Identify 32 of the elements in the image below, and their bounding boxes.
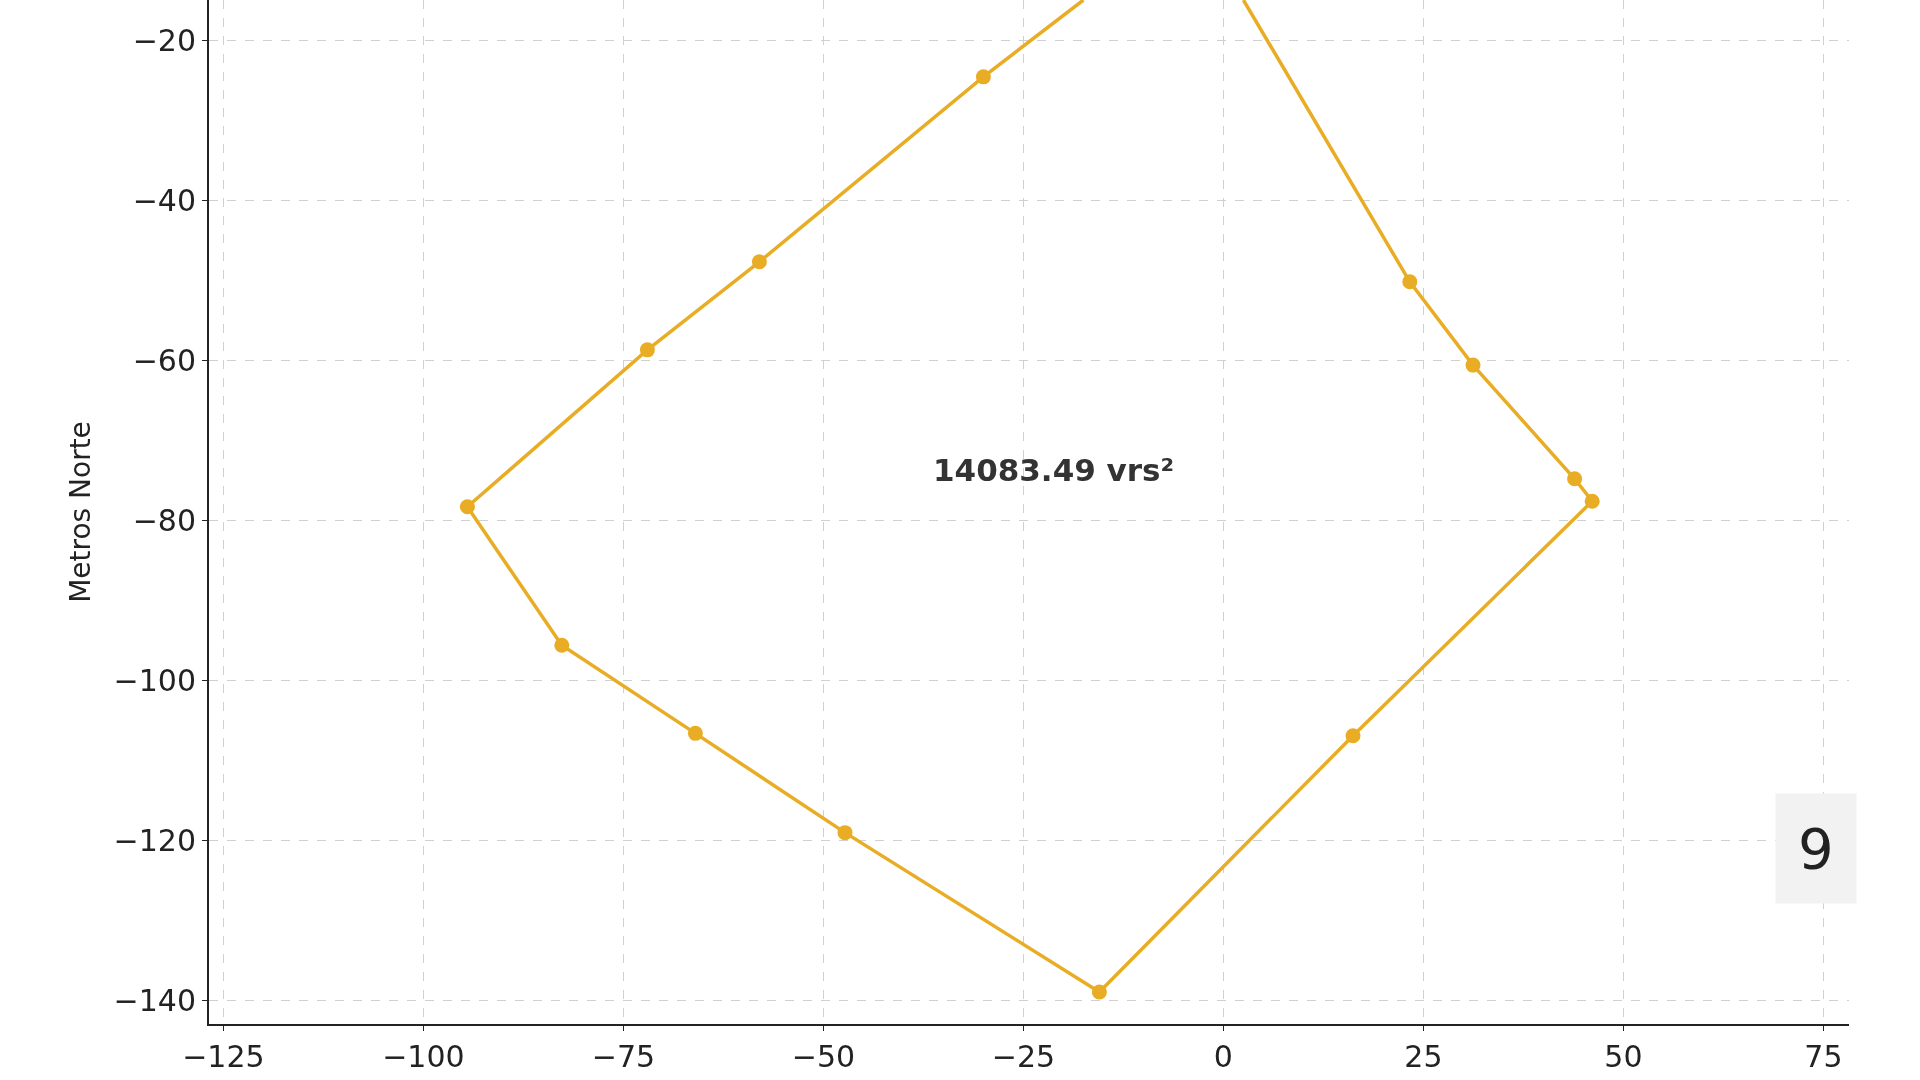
point [459,499,475,515]
y-tick-label: −40 [132,182,196,218]
point [1584,493,1600,509]
x-tick-label: −100 [382,1039,465,1074]
point [1402,274,1418,290]
x-tick-label: −75 [591,1039,656,1074]
point [554,637,570,653]
y-tick-label: −120 [113,823,196,859]
x-tick-label: −25 [991,1039,1056,1074]
y-tick-label: −80 [132,502,196,538]
point [975,69,991,85]
x-tick-label: 75 [1804,1039,1843,1074]
x-tick-label: −50 [791,1039,856,1074]
annotation: 9 [1798,816,1834,881]
point [751,254,767,270]
y-tick-label: −140 [113,983,196,1019]
point [687,725,703,741]
point [1091,984,1107,1000]
point [1567,471,1583,487]
x-tick-label: 50 [1604,1039,1643,1074]
x-tick-label: −125 [182,1039,265,1074]
x-tick-label: 25 [1404,1039,1443,1074]
point [639,342,655,358]
y-axis-title: Metros Norte [63,421,97,603]
annotation: 14083.49 vrs² [933,452,1175,488]
point [1465,357,1481,373]
y-tick-label: −20 [132,22,196,58]
point [1345,728,1361,744]
x-tick-label: 0 [1213,1039,1233,1074]
y-tick-label: −100 [113,663,196,699]
point [837,825,853,841]
y-tick-label: −60 [132,342,196,378]
